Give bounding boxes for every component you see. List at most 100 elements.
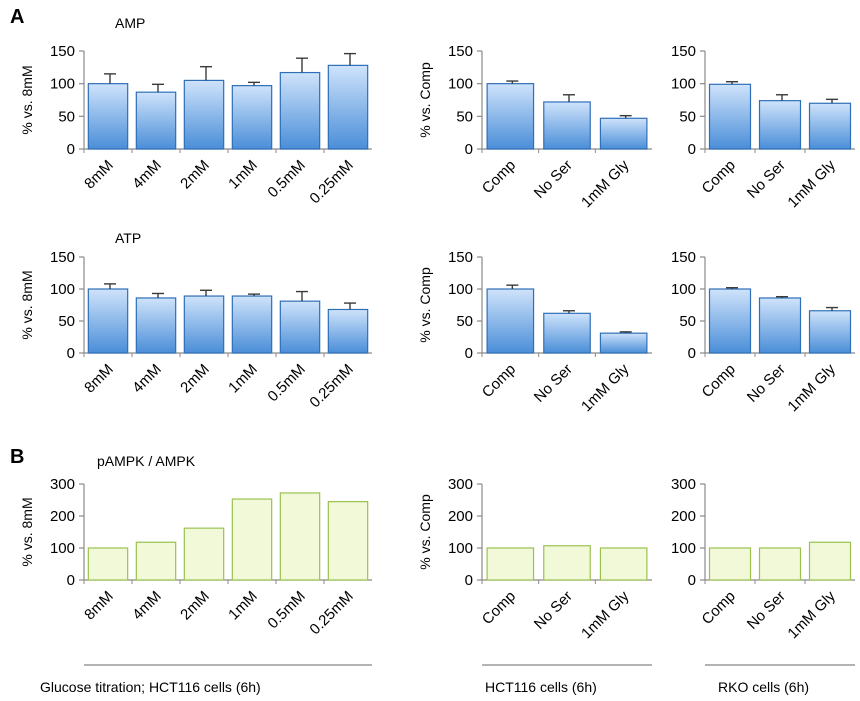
y-tick-label: 150 — [448, 249, 473, 266]
x-tick-label: 2mM — [177, 361, 213, 397]
y-tick-label: 100 — [671, 76, 696, 93]
y-tick-label: 150 — [671, 249, 696, 266]
group-label-rko: RKO cells (6h) — [718, 679, 809, 695]
x-tick-label: 0.5mM — [264, 157, 308, 201]
y-tick-label: 100 — [50, 540, 75, 557]
bar-4mM — [135, 297, 177, 354]
y-tick-label: 100 — [50, 76, 75, 93]
y-tick-label: 0 — [67, 345, 75, 362]
x-tick-label: 0.25mM — [306, 361, 356, 411]
bar-1mM Gly — [599, 547, 648, 581]
bar-No Ser — [758, 297, 802, 354]
chart-title: pAMPK / AMPK — [97, 453, 196, 469]
panel-letter-b: B — [10, 446, 24, 468]
x-tick-label: 2mM — [177, 588, 213, 624]
x-tick-label: 0.25mM — [306, 588, 356, 638]
x-tick-label: 0.25mM — [306, 157, 356, 207]
chart-title: AMP — [115, 15, 145, 31]
y-axis-label: % vs. Comp — [417, 494, 433, 570]
bar-2mM — [183, 527, 225, 581]
x-tick-label: 1mM Gly — [578, 156, 633, 211]
bar-0.25mM — [327, 501, 369, 581]
bar-1mM Gly — [599, 332, 648, 354]
y-tick-label: 300 — [671, 476, 696, 493]
chart-panel-1: % vs. Comp 0 50 100 150 Comp No Ser 1mM Gly — [417, 43, 652, 211]
x-tick-label: 0.5mM — [264, 588, 308, 632]
y-tick-label: 50 — [58, 108, 75, 125]
bar-No Ser — [758, 100, 802, 150]
bar-Comp — [708, 288, 752, 354]
x-tick-label: 4mM — [129, 157, 165, 193]
x-tick-label: No Ser — [744, 157, 789, 202]
y-axis-label: % vs. Comp — [417, 62, 433, 138]
x-tick-label: 1mM — [225, 588, 261, 624]
bar-Comp — [708, 547, 752, 581]
x-tick-label: 1mM — [225, 361, 261, 397]
bar-4mM — [135, 541, 177, 581]
bar-No Ser — [758, 547, 802, 581]
x-tick-label: Comp — [699, 361, 739, 401]
y-tick-label: 0 — [688, 572, 696, 589]
y-axis-label: % vs. Comp — [417, 267, 433, 343]
x-tick-label: 0.5mM — [264, 361, 308, 405]
bar-2mM — [183, 295, 225, 354]
x-tick-label: Comp — [699, 588, 739, 628]
y-axis-label: % vs. 8mM — [19, 270, 35, 339]
y-tick-label: 50 — [58, 313, 75, 330]
x-tick-label: 4mM — [129, 361, 165, 397]
y-tick-label: 0 — [465, 141, 473, 158]
x-tick-label: 1mM Gly — [784, 587, 839, 642]
bar-8mM — [87, 547, 129, 581]
y-tick-label: 0 — [465, 572, 473, 589]
y-tick-label: 0 — [688, 141, 696, 158]
chart-panel-0: AMP % vs. 8mM 0 50 100 150 8mM 4mM 2mM 1mM 0.5mM0.… — [19, 15, 372, 207]
bar-0.25mM — [327, 308, 369, 354]
x-tick-label: No Ser — [531, 361, 576, 406]
y-tick-label: 150 — [671, 43, 696, 60]
x-tick-label: 2mM — [177, 157, 213, 193]
x-tick-label: No Ser — [744, 588, 789, 633]
x-tick-label: 1mM Gly — [578, 587, 633, 642]
y-tick-label: 0 — [67, 572, 75, 589]
bar-4mM — [135, 91, 177, 150]
y-tick-label: 50 — [456, 108, 473, 125]
group-label-glucose: Glucose titration; HCT116 cells (6h) — [40, 679, 261, 695]
x-tick-label: 1mM Gly — [784, 156, 839, 211]
y-tick-label: 200 — [671, 508, 696, 525]
bar-0.5mM — [279, 300, 321, 354]
y-tick-label: 300 — [448, 476, 473, 493]
y-tick-label: 50 — [679, 108, 696, 125]
group-label-hct116: HCT116 cells (6h) — [485, 679, 597, 695]
x-tick-label: No Ser — [744, 361, 789, 406]
bar-1mM — [231, 295, 273, 354]
y-tick-label: 0 — [688, 345, 696, 362]
bar-1mM — [231, 498, 273, 581]
bar-8mM — [87, 288, 129, 354]
y-axis-label: % vs. 8mM — [19, 65, 35, 134]
y-tick-label: 100 — [671, 540, 696, 557]
bar-1mM Gly — [808, 310, 852, 354]
y-tick-label: 100 — [448, 540, 473, 557]
chart-panel-3: ATP % vs. 8mM 0 50 100 150 8mM 4mM 2mM 1mM 0.5mM0.… — [19, 230, 372, 411]
bar-Comp — [708, 83, 752, 150]
bar-Comp — [486, 83, 535, 150]
y-tick-label: 200 — [448, 508, 473, 525]
chart-title: ATP — [115, 230, 141, 246]
x-tick-label: Comp — [479, 588, 519, 628]
y-tick-label: 300 — [50, 476, 75, 493]
bar-1mM Gly — [599, 117, 648, 150]
x-tick-label: 4mM — [129, 588, 165, 624]
panel-letter-a: A — [10, 6, 24, 28]
y-tick-label: 100 — [50, 281, 75, 298]
y-tick-label: 0 — [465, 345, 473, 362]
bar-No Ser — [543, 101, 591, 150]
x-tick-label: Comp — [699, 157, 739, 197]
group-annotations: Glucose titration; HCT116 cells (6h) HCT… — [40, 664, 855, 695]
y-tick-label: 100 — [448, 76, 473, 93]
x-tick-label: No Ser — [531, 157, 576, 202]
y-tick-label: 150 — [50, 249, 75, 266]
